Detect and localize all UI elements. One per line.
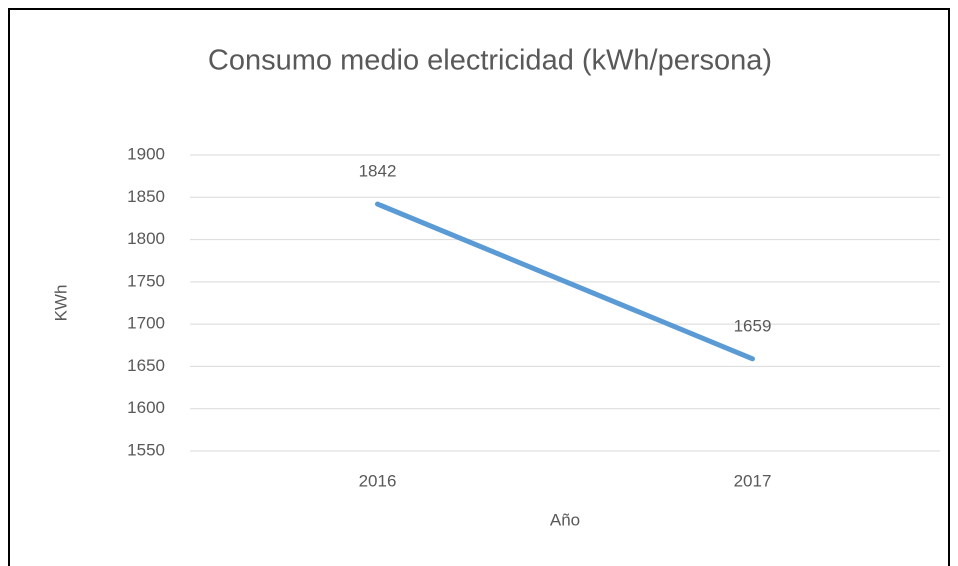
data-label: 1659 bbox=[734, 316, 772, 335]
data-label: 1842 bbox=[359, 162, 397, 181]
chart-title: Consumo medio electricidad (kWh/persona) bbox=[208, 45, 772, 77]
x-tick-label: 2016 bbox=[359, 471, 397, 490]
y-tick-label: 1600 bbox=[127, 398, 165, 417]
x-axis-title: Año bbox=[550, 510, 580, 529]
y-tick-label: 1750 bbox=[127, 271, 165, 290]
chart-border bbox=[8, 8, 950, 566]
y-tick-label: 1700 bbox=[127, 314, 165, 333]
y-tick-label: 1650 bbox=[127, 356, 165, 375]
y-tick-label: 1900 bbox=[127, 144, 165, 163]
y-tick-label: 1850 bbox=[127, 187, 165, 206]
x-tick-label: 2017 bbox=[734, 471, 772, 490]
y-tick-label: 1800 bbox=[127, 229, 165, 248]
y-axis-title: KWh bbox=[51, 285, 70, 322]
line-series bbox=[375, 201, 755, 362]
y-tick-label: 1550 bbox=[127, 440, 165, 459]
